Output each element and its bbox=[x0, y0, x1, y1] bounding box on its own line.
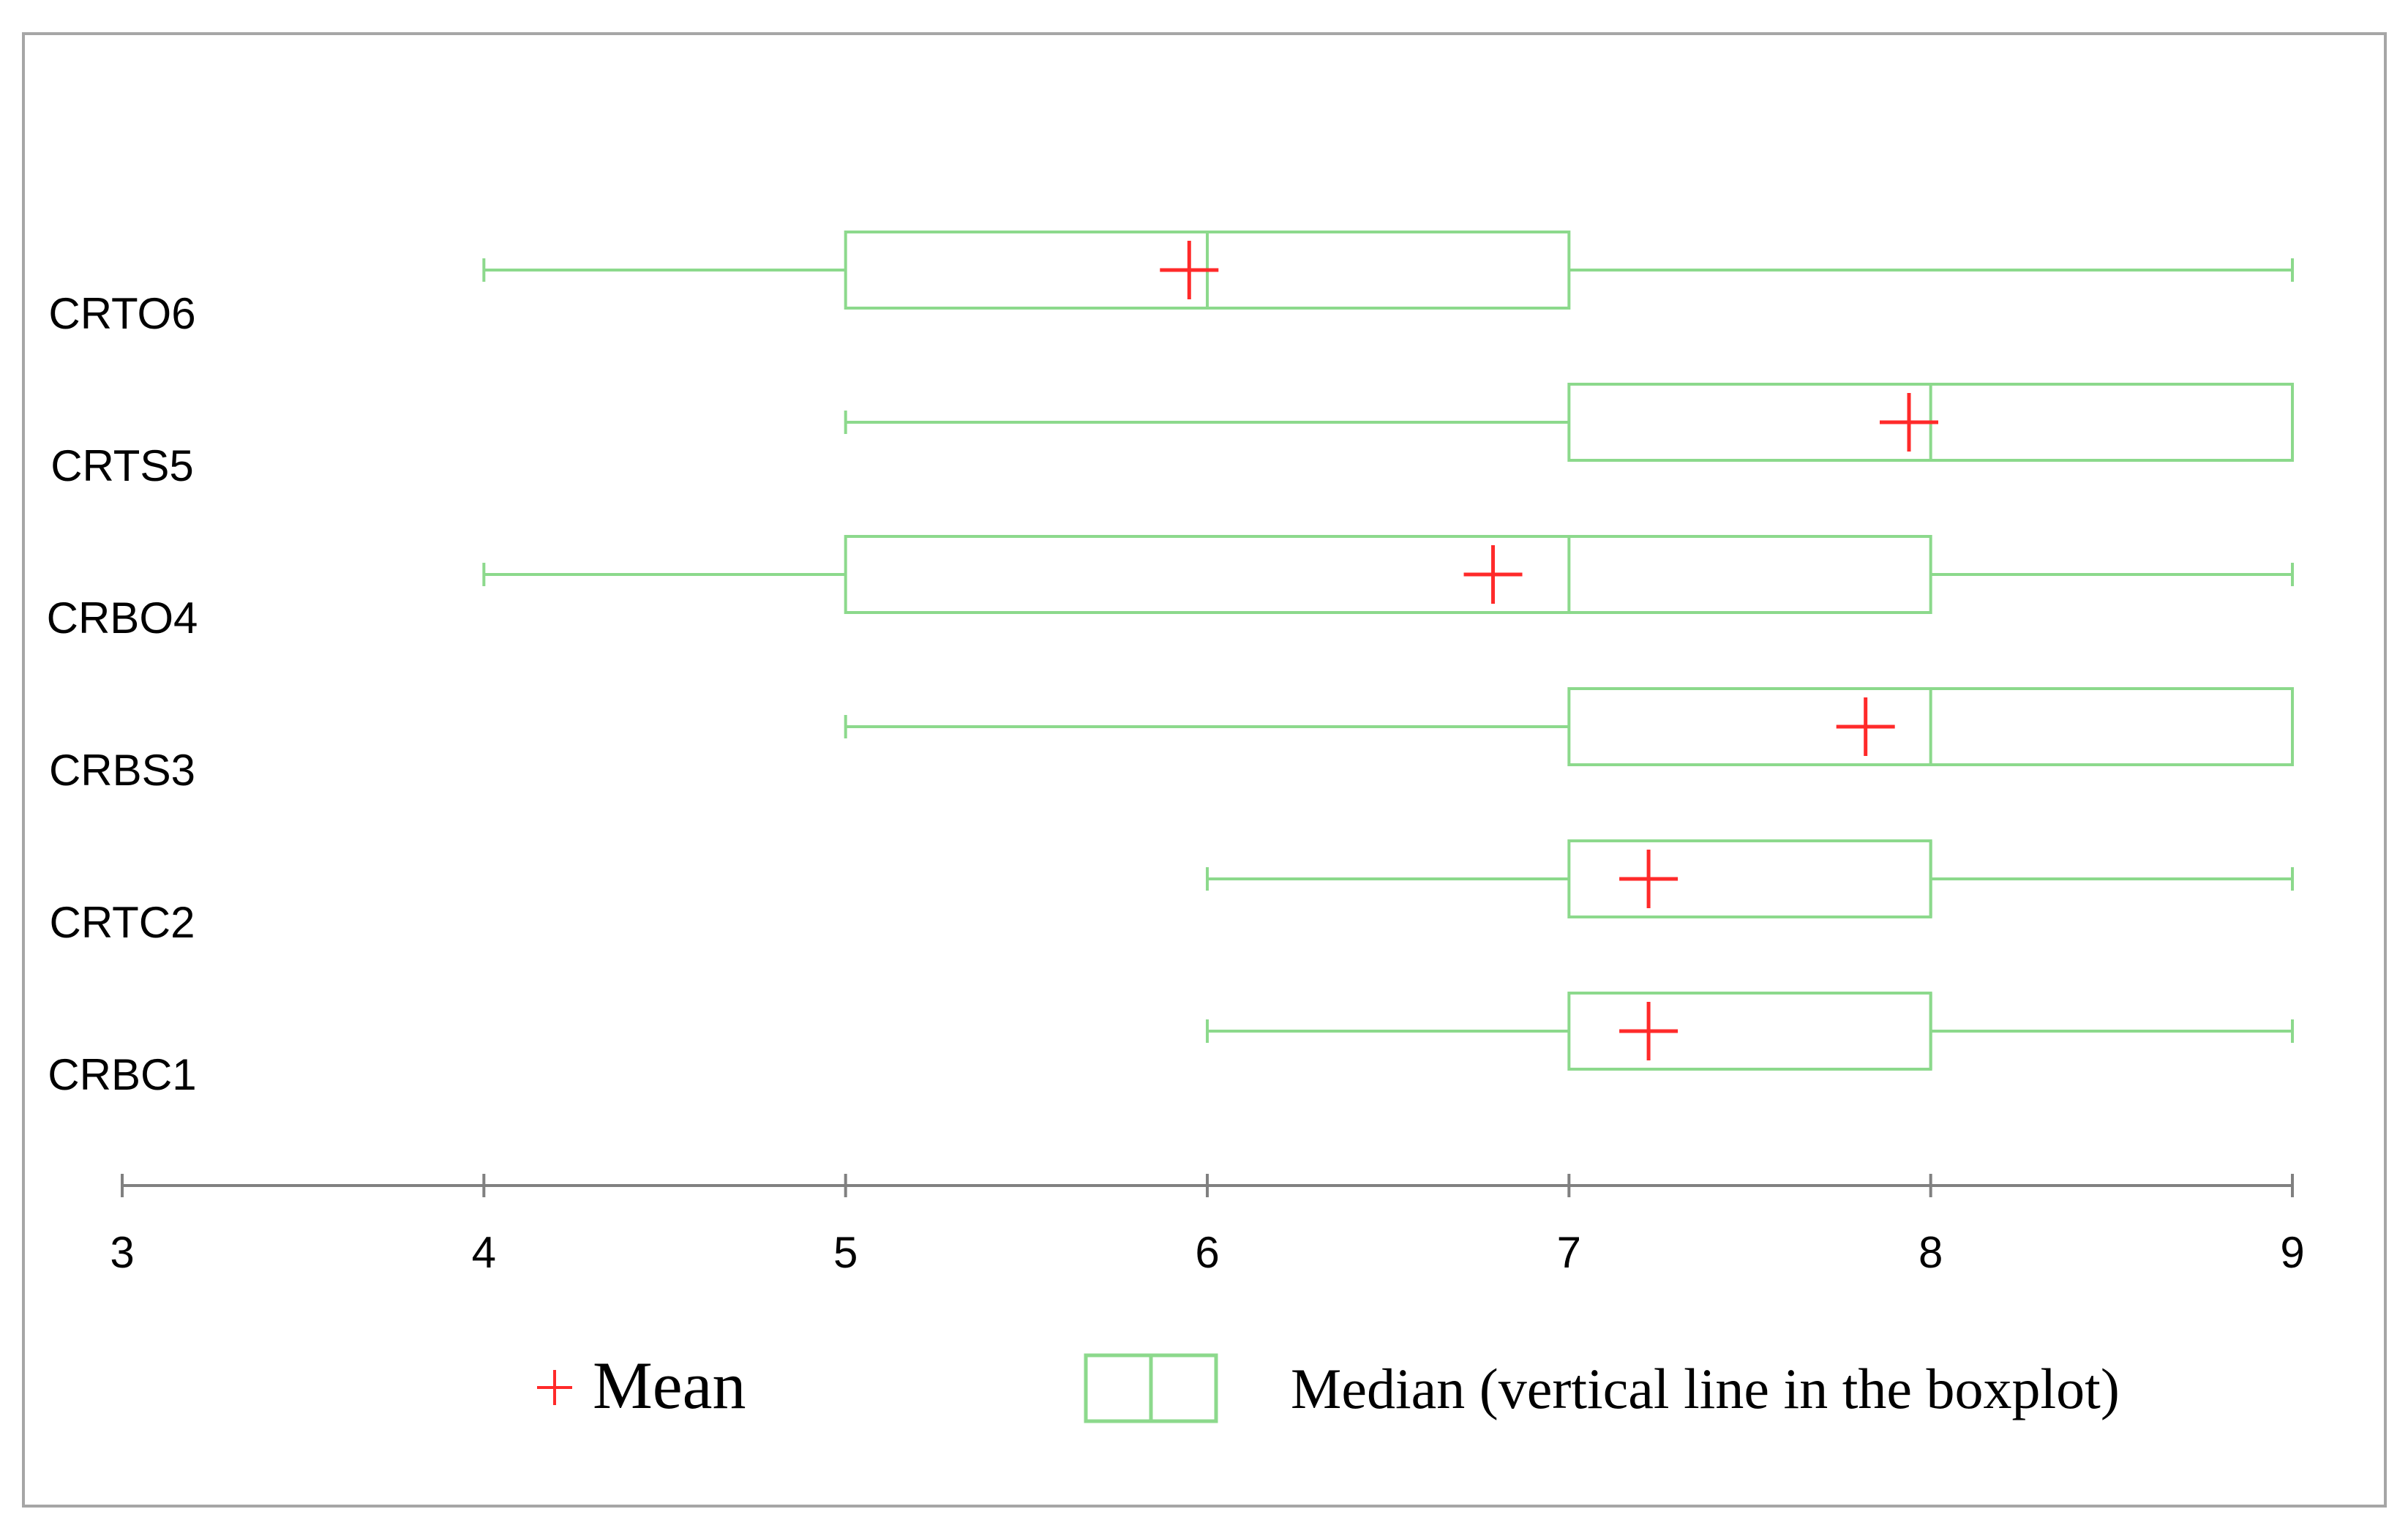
category-label-crbs3: CRBS3 bbox=[49, 746, 195, 795]
mean-marker bbox=[1463, 545, 1523, 604]
category-label-crts5: CRTS5 bbox=[50, 441, 194, 490]
mean-marker bbox=[1880, 393, 1939, 452]
box-crto6 bbox=[482, 231, 2294, 310]
mean-marker bbox=[1836, 697, 1895, 756]
category-label-crtc2: CRTC2 bbox=[50, 898, 195, 947]
category-label-crbo4: CRBO4 bbox=[47, 593, 198, 643]
legend-median-label: Median (vertical line in the boxplot) bbox=[1291, 1357, 2120, 1420]
box-crbs3 bbox=[844, 687, 2294, 766]
x-tick-label-3: 3 bbox=[110, 1228, 134, 1277]
boxplot-chart: CRBC1 CRTC2 CRBS3 CRBO4 CRTS5 CRTO6 3 4 5 6 7 8 9 M… bbox=[47, 231, 2305, 1423]
x-tick-label-4: 4 bbox=[472, 1228, 496, 1277]
x-tick-label-9: 9 bbox=[2280, 1228, 2304, 1277]
box-crbc1 bbox=[1206, 992, 2294, 1071]
x-tick-label-7: 7 bbox=[1557, 1228, 1581, 1277]
legend-mean-label: Mean bbox=[593, 1348, 746, 1423]
box-crts5 bbox=[844, 383, 2294, 462]
category-label-crbc1: CRBC1 bbox=[48, 1050, 196, 1099]
box-crtc2 bbox=[1206, 839, 2294, 918]
x-tick-label-6: 6 bbox=[1195, 1228, 1219, 1277]
mean-marker bbox=[1619, 850, 1679, 908]
x-axis: 3 4 5 6 7 8 9 bbox=[110, 1174, 2305, 1277]
mean-marker bbox=[1160, 241, 1219, 299]
category-labels: CRBC1 CRTC2 CRBS3 CRBO4 CRTS5 CRTO6 bbox=[47, 289, 198, 1099]
chart-frame: CRBC1 CRTC2 CRBS3 CRBO4 CRTS5 CRTO6 3 4 5 6 7 8 9 M… bbox=[22, 32, 2387, 1508]
box-crbo4 bbox=[482, 535, 2294, 614]
x-tick-label-8: 8 bbox=[1918, 1228, 1943, 1277]
x-tick-label-5: 5 bbox=[833, 1228, 858, 1277]
category-label-crto6: CRTO6 bbox=[48, 289, 195, 338]
legend-median-icon bbox=[1084, 1353, 1218, 1423]
iqr-box bbox=[844, 535, 1932, 614]
legend: Mean Median (vertical line in the boxplot… bbox=[537, 1348, 2120, 1423]
boxes-layer bbox=[482, 231, 2294, 1071]
mean-marker bbox=[1619, 1002, 1679, 1060]
legend-mean-icon bbox=[537, 1370, 572, 1405]
